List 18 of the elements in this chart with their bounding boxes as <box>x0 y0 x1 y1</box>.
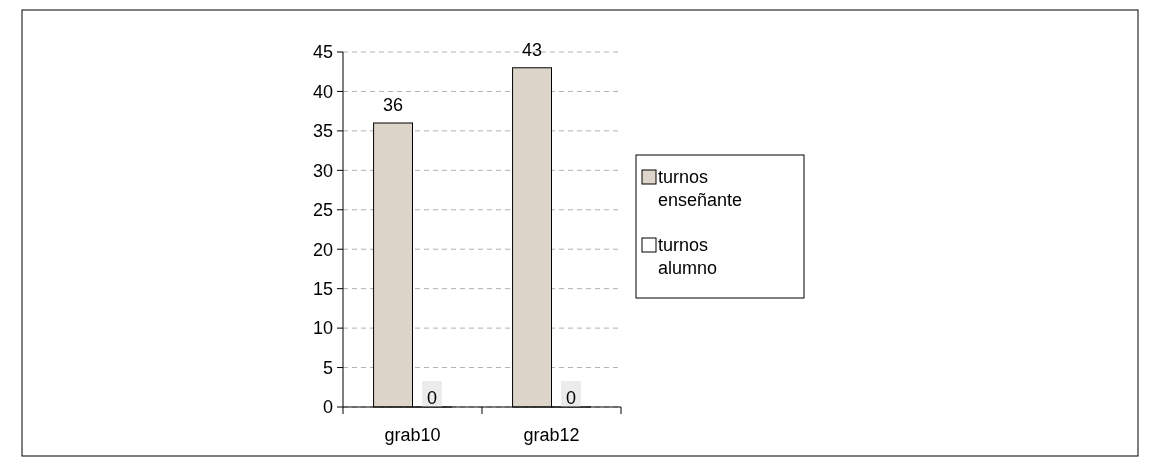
y-tick-label: 35 <box>312 121 333 142</box>
y-tick-label: 45 <box>312 42 333 63</box>
y-tick-label: 0 <box>322 397 333 418</box>
data-label: 36 <box>383 95 404 115</box>
y-tick-label: 25 <box>312 200 333 221</box>
x-tick-label: grab10 <box>384 425 441 445</box>
x-tick-label: grab12 <box>523 425 580 445</box>
data-label: 43 <box>522 39 543 60</box>
y-tick-label: 5 <box>322 357 333 378</box>
y-tick-label: 10 <box>312 318 333 339</box>
legend-label: turnos enseñante <box>658 167 743 210</box>
data-label: 0 <box>426 388 437 408</box>
y-tick-label: 40 <box>312 81 333 102</box>
y-tick-label: 30 <box>312 160 333 181</box>
y-tick-label: 15 <box>312 278 333 299</box>
data-label: 0 <box>565 388 576 408</box>
legend-label: turnos alumno <box>658 235 718 278</box>
y-tick-label: 20 <box>312 239 333 260</box>
